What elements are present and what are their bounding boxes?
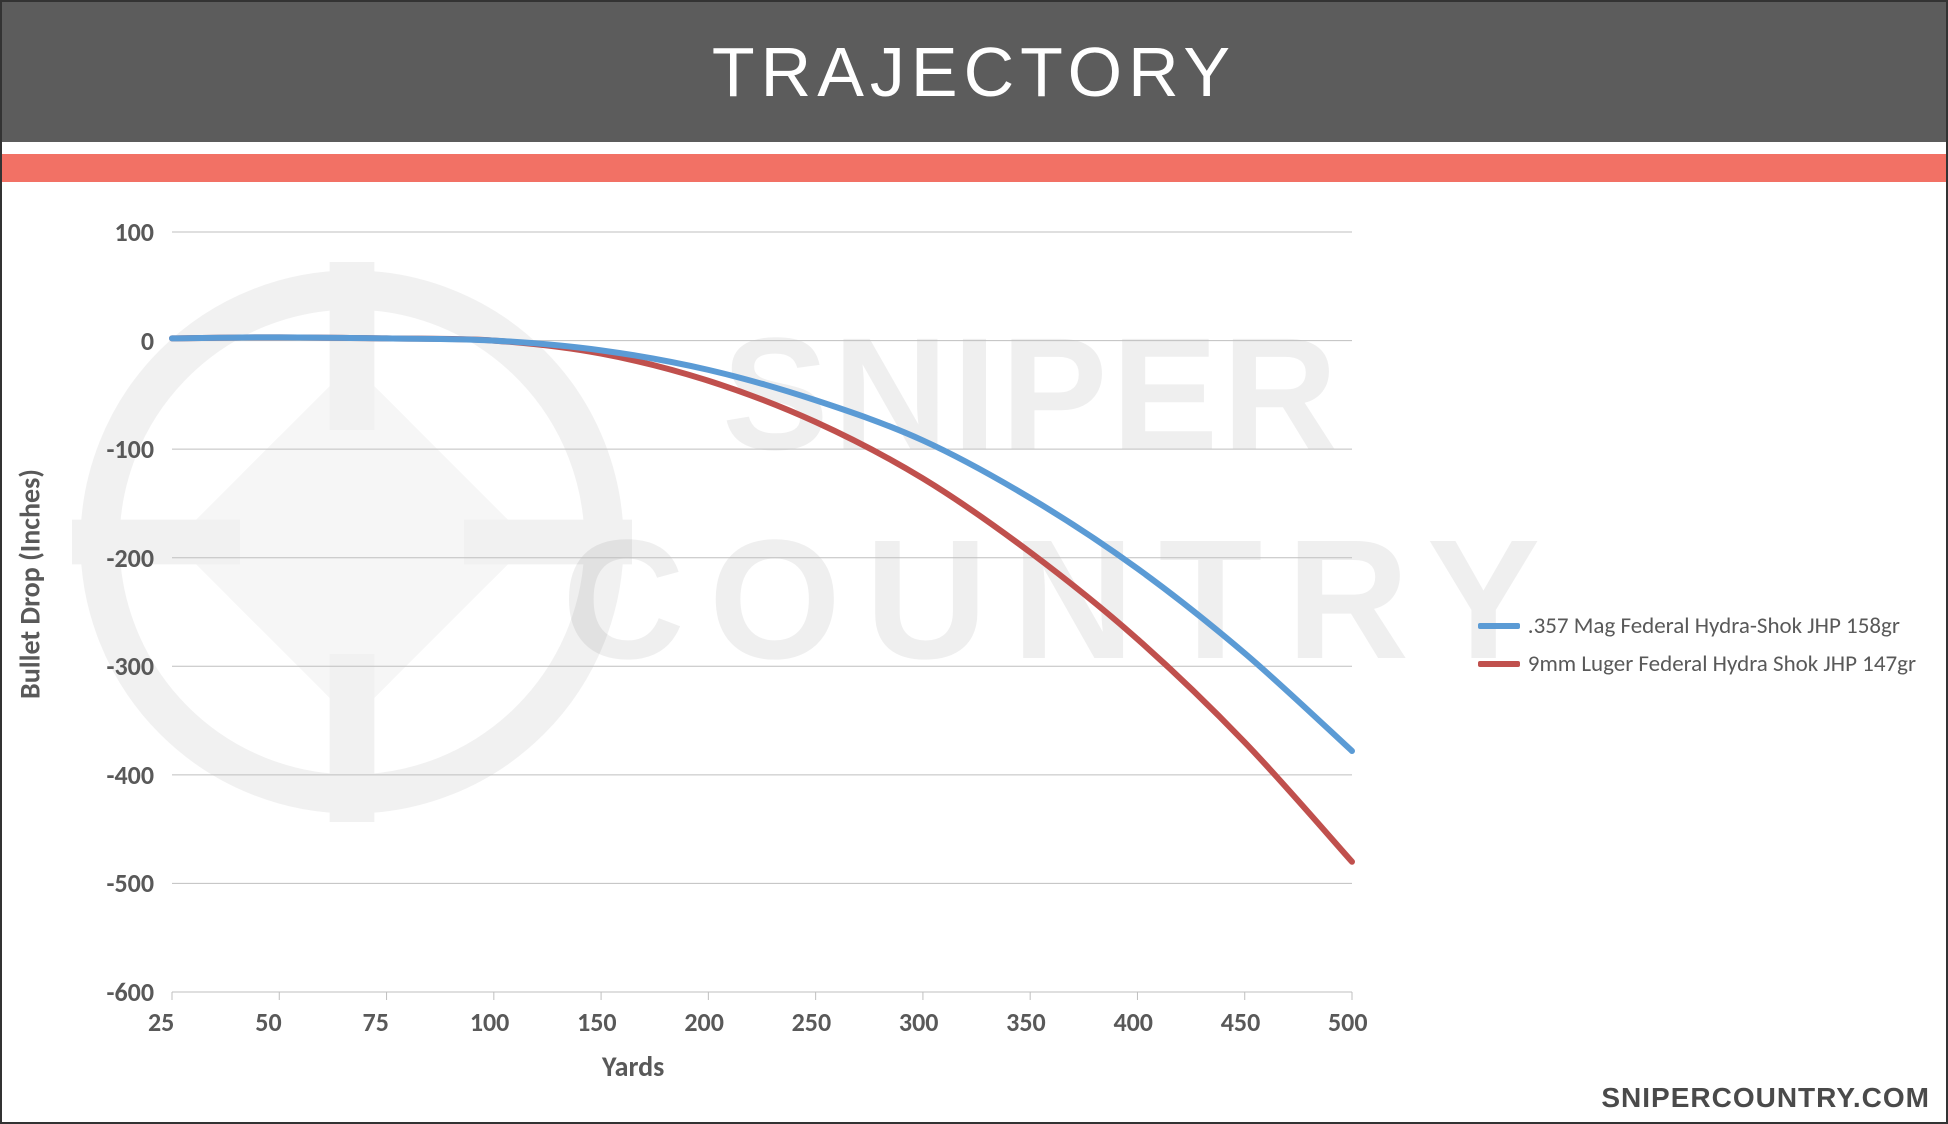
x-tick-label: 150 [577,1006,617,1038]
y-tick-label: -200 [107,542,155,574]
legend-label: 9mm Luger Federal Hydra Shok JHP 147gr [1528,650,1916,678]
x-tick-label: 100 [470,1006,510,1038]
legend-item: 9mm Luger Federal Hydra Shok JHP 147gr [1478,650,1916,678]
y-tick-label: 100 [114,216,154,248]
x-tick-label: 300 [899,1006,939,1038]
legend: .357 Mag Federal Hydra-Shok JHP 158gr 9m… [1478,612,1916,688]
y-tick-label: -500 [107,867,155,899]
x-tick-label: 500 [1328,1006,1368,1038]
x-tick-label: 400 [1113,1006,1153,1038]
footer-credit: SNIPERCOUNTRY.COM [1601,1082,1930,1114]
y-tick-label: -300 [107,650,155,682]
y-tick-label: 0 [141,325,154,357]
y-tick-label: -100 [107,433,155,465]
x-tick-label: 50 [255,1006,281,1038]
x-tick-label: 450 [1221,1006,1261,1038]
page-title: TRAJECTORY [712,32,1236,112]
x-tick-label: 25 [148,1006,174,1038]
accent-bar [2,154,1946,182]
legend-item: .357 Mag Federal Hydra-Shok JHP 158gr [1478,612,1916,640]
x-tick-label: 75 [363,1006,389,1038]
header-bar: TRAJECTORY [2,2,1946,142]
x-tick-label: 350 [1006,1006,1046,1038]
x-tick-label: 200 [684,1006,724,1038]
chart-area: SNIPER COUNTRY Bullet Drop (Inches) Yard… [2,182,1946,1122]
y-tick-label: -400 [107,759,155,791]
legend-label: .357 Mag Federal Hydra-Shok JHP 158gr [1528,612,1900,640]
y-tick-label: -600 [107,976,155,1008]
legend-swatch [1478,661,1520,667]
y-axis-label: Bullet Drop (Inches) [13,469,48,699]
x-tick-label: 250 [792,1006,832,1038]
legend-swatch [1478,623,1520,629]
x-axis-label: Yards [602,1049,664,1084]
